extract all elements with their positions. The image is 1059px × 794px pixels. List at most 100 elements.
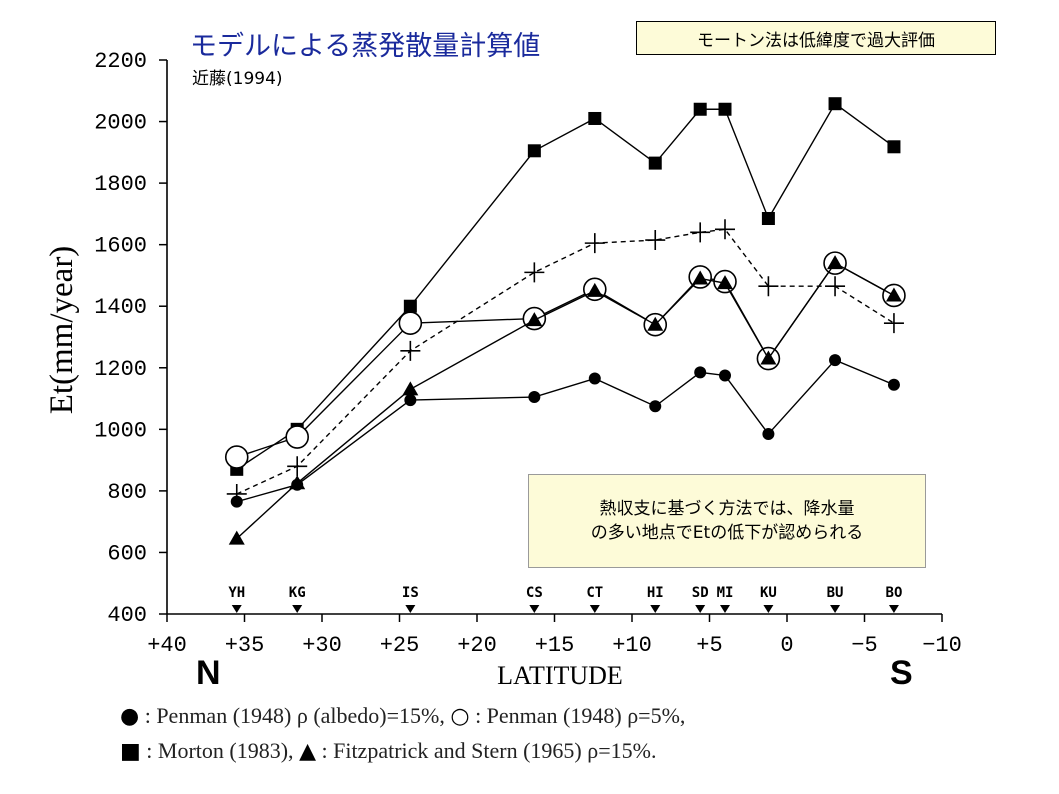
- north-label: N: [196, 654, 221, 692]
- data-point-square: [693, 102, 707, 116]
- data-point-square: [718, 102, 732, 116]
- station-marker: [405, 605, 416, 613]
- data-point-plus: [758, 276, 779, 297]
- data-point-square: [887, 140, 901, 154]
- chart-subtitle: 近藤(1994): [192, 69, 283, 89]
- station-marker: [830, 605, 841, 613]
- data-point-triangle: [586, 282, 603, 297]
- data-point-plus: [690, 222, 711, 243]
- data-point-filled-circle: [762, 427, 775, 440]
- data-point-triangle: [760, 350, 777, 365]
- station-marker: [650, 605, 661, 613]
- data-point-triangle: [526, 312, 543, 327]
- x-tick-label: +10: [612, 633, 652, 658]
- y-tick-label: 400: [107, 603, 147, 628]
- y-tick-label: 800: [107, 480, 147, 505]
- series-line-square: [236, 102, 895, 470]
- station-marker: [231, 605, 242, 613]
- x-tick-label: +5: [696, 633, 722, 658]
- station-label: KU: [760, 585, 777, 601]
- data-point-filled-circle: [588, 372, 601, 385]
- station-marker: [529, 605, 540, 613]
- data-point-square: [403, 299, 417, 313]
- data-point-filled-circle: [694, 366, 707, 379]
- x-tick-label: +25: [380, 633, 420, 658]
- station-label: KG: [289, 585, 306, 601]
- x-tick-label: +15: [535, 633, 575, 658]
- station-label: CS: [526, 585, 543, 601]
- x-tick-label: +35: [225, 633, 265, 658]
- data-point-plus: [715, 219, 735, 240]
- x-tick-label: +40: [147, 633, 187, 658]
- x-tick-label: −10: [922, 633, 962, 658]
- station-label: IS: [402, 585, 419, 601]
- y-axis-title: Et(mm/year): [44, 246, 80, 415]
- station-marker: [292, 605, 303, 613]
- station-marker: [695, 605, 706, 613]
- y-tick-label: 1400: [94, 295, 147, 320]
- y-tick-label: 1000: [94, 418, 147, 443]
- legend-morton: : Morton (1983),: [146, 738, 294, 763]
- station-label: YH: [228, 585, 245, 601]
- station-marker: [589, 605, 600, 613]
- legend-penman-5: : Penman (1948) ρ=5%,: [475, 703, 686, 728]
- y-tick-label: 1200: [94, 357, 147, 382]
- filled-triangle-legend-icon: ▲: [299, 739, 316, 764]
- data-point-triangle: [402, 381, 419, 396]
- note-line-2: の多い地点でEtの低下が認められる: [590, 523, 864, 543]
- data-point-filled-circle: [230, 495, 243, 508]
- station-marker: [763, 605, 774, 613]
- data-point-square: [527, 144, 541, 158]
- data-point-triangle: [228, 530, 245, 545]
- series-line-plus: [236, 228, 895, 495]
- filled-square-legend-icon: ■: [120, 739, 141, 764]
- data-point-plus: [645, 230, 666, 251]
- x-tick-label: −5: [851, 633, 877, 658]
- data-point-triangle: [885, 287, 902, 302]
- data-point-square: [648, 156, 662, 170]
- data-point-filled-circle: [649, 400, 662, 413]
- data-point-plus: [883, 313, 904, 334]
- y-tick-label: 1600: [94, 234, 147, 259]
- data-point-triangle: [647, 316, 664, 331]
- data-point-filled-circle: [291, 478, 304, 491]
- y-tick-label: 1800: [94, 172, 147, 197]
- data-point-triangle: [827, 255, 844, 270]
- x-tick-label: +20: [457, 633, 497, 658]
- data-point-plus: [400, 340, 421, 361]
- data-point-square: [761, 212, 775, 226]
- morton-note-box: モートン法は低緯度で過大評価: [636, 21, 996, 55]
- filled-circle-legend-icon: ●: [120, 704, 140, 729]
- data-point-filled-circle: [719, 369, 731, 382]
- data-point-filled-circle: [528, 391, 541, 404]
- x-axis-title: LATITUDE: [497, 661, 623, 690]
- y-tick-label: 2200: [94, 49, 147, 74]
- open-circle-legend-icon: ○: [450, 704, 470, 729]
- station-label: HI: [647, 585, 664, 601]
- x-tick-label: 0: [780, 633, 793, 658]
- south-label: S: [890, 654, 913, 692]
- station-label: BO: [886, 585, 903, 601]
- x-tick-label: +30: [302, 633, 342, 658]
- y-tick-label: 600: [107, 541, 147, 566]
- data-point-filled-circle: [829, 354, 842, 367]
- station-marker: [888, 605, 899, 613]
- data-point-open-circle: [224, 445, 249, 469]
- data-point-open-circle: [398, 311, 423, 335]
- station-label: BU: [827, 585, 844, 601]
- data-point-filled-circle: [887, 378, 900, 391]
- station-label: SD: [692, 585, 709, 601]
- y-tick-label: 2000: [94, 111, 147, 136]
- data-point-square: [588, 111, 602, 125]
- legend-penman-15: : Penman (1948) ρ (albedo)=15%,: [144, 703, 445, 728]
- data-point-plus: [524, 262, 545, 283]
- data-point-plus: [287, 456, 308, 477]
- legend-line-1: ● : Penman (1948) ρ (albedo)=15%, ○ : Pe…: [120, 703, 685, 729]
- note-line-1: 熱収支に基づく方法では、降水量: [599, 499, 855, 519]
- data-point-plus: [825, 276, 846, 297]
- heat-balance-note-box: 熱収支に基づく方法では、降水量 の多い地点でEtの低下が認められる: [528, 474, 926, 568]
- station-label: CT: [586, 585, 603, 601]
- data-point-filled-circle: [404, 394, 417, 407]
- data-point-square: [828, 97, 842, 111]
